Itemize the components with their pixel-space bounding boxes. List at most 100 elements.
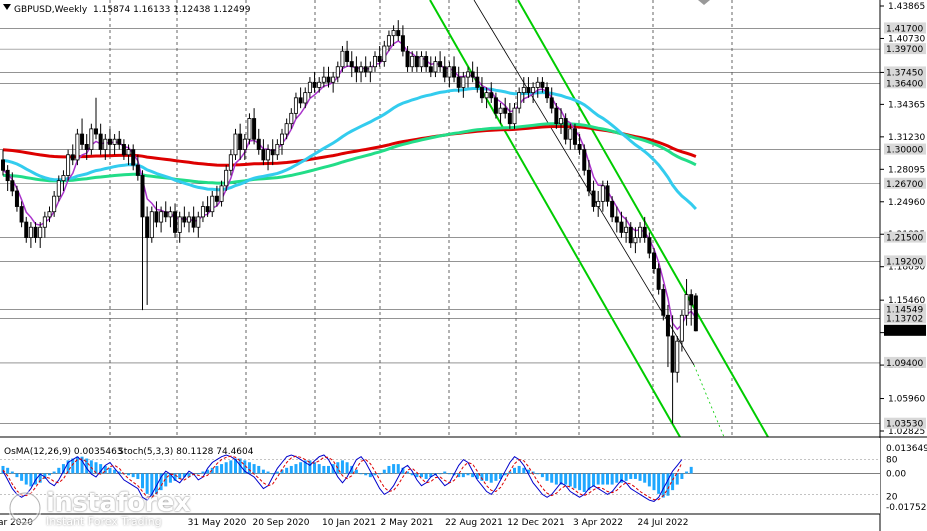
osma-bar [159, 473, 163, 491]
osma-bar [206, 469, 210, 474]
osma-bar [475, 473, 479, 479]
y-tick-label: 1.02825 [888, 427, 925, 437]
candle-body [284, 123, 289, 135]
candle-body [433, 61, 438, 73]
candle-body [321, 76, 326, 83]
osma-bar [275, 471, 279, 474]
candle-body [391, 30, 396, 37]
osma-bar [66, 460, 70, 474]
osma-bar [447, 473, 451, 475]
osma-bar [559, 473, 563, 485]
osma-bar [680, 473, 684, 479]
candle-body [228, 154, 233, 171]
stoch-tick-20: 20 [886, 492, 898, 502]
candle-body [526, 87, 531, 94]
candle-body [335, 66, 340, 78]
candle-body [368, 66, 373, 73]
candle-body [456, 76, 461, 88]
level-label: 1.21500 [886, 234, 923, 244]
candle-body [10, 180, 15, 192]
osma-bar [531, 471, 535, 474]
candle-body [586, 169, 591, 192]
candle-body [261, 149, 266, 161]
osma-bar [606, 473, 609, 485]
candle-body [126, 149, 131, 156]
osma-bar [582, 473, 586, 493]
osma-bar [396, 464, 400, 474]
candle-body [266, 149, 271, 161]
osma-bar [327, 465, 330, 474]
price-axis[interactable]: 1.43865 1.40730 1.37450 1.34365 1.31230 1.280… [879, 0, 926, 531]
osma-bar [429, 473, 433, 478]
osma-bar [261, 469, 265, 474]
candle-body [279, 133, 284, 145]
osma-bar [573, 473, 577, 489]
candle-body [205, 206, 210, 213]
x-tick-label: 3 Apr 2022 [573, 518, 623, 528]
osma-bar [187, 473, 191, 478]
osma-bar [438, 473, 442, 475]
ohlc-label: 1.15874 1.16133 1.12438 1.12499 [93, 5, 251, 15]
candle-body [600, 185, 605, 202]
candle-body [52, 195, 57, 213]
candle-body [438, 61, 443, 68]
candle-body [103, 138, 108, 150]
osma-bar [136, 473, 140, 479]
osma-bar [466, 473, 470, 476]
level-label-box [884, 255, 926, 267]
candle-body [452, 66, 457, 78]
osma-bar [545, 473, 549, 481]
osma-bar [596, 473, 600, 485]
candle-body [117, 138, 122, 145]
shift-marker-icon[interactable] [698, 0, 710, 5]
y-tick-label: 1.24960 [888, 198, 925, 208]
osma-bar [38, 473, 42, 483]
osma-bar [210, 467, 214, 474]
collapse-triangle-icon[interactable] [3, 4, 11, 10]
osma-bar [85, 458, 89, 474]
osma-bar [387, 465, 391, 474]
osma-tick-zero: 0.00 [886, 469, 906, 479]
osma-bar [685, 471, 689, 474]
osma-bar [280, 469, 284, 474]
candle-body [121, 144, 126, 156]
candle-body [619, 221, 624, 233]
osma-bar [536, 473, 540, 475]
candle-body [38, 226, 43, 239]
candle-body [559, 118, 564, 125]
candle-body [489, 92, 494, 99]
candle-body [210, 195, 215, 213]
candle-body [173, 211, 178, 233]
candle-body [633, 237, 638, 244]
candle-body [400, 35, 405, 52]
channel-upper-line [517, 0, 769, 438]
osma-bar [522, 467, 526, 474]
osma-bar [359, 473, 363, 475]
osma-bar [485, 473, 489, 481]
osma-bar [415, 473, 419, 478]
candle-body [428, 66, 433, 73]
candle-body [684, 294, 689, 316]
osma-bar [578, 473, 582, 491]
candle-body [112, 138, 117, 145]
x-tick-label: 12 Dec 2021 [507, 518, 565, 528]
time-axis[interactable]: 31 May 2020 20 Sep 2020 10 Jan 2021 2 May 2… [0, 518, 688, 528]
osma-bar [15, 473, 19, 478]
candle-body [154, 211, 159, 223]
candle-body [56, 180, 61, 197]
candle-body [512, 107, 517, 125]
candle-body [168, 211, 173, 218]
osma-bar [150, 473, 154, 496]
candle-body [614, 216, 619, 223]
main-pane[interactable]: GBPUSD,Weekly 1.15874 1.16133 1.12438 1.… [0, 0, 880, 514]
osma-bar [80, 456, 84, 474]
osma-bar [643, 473, 647, 483]
indicator-pane[interactable]: OsMA(12,26,9) 0.0035463 Stoch(5,3,3) 80.… [0, 438, 927, 514]
candle-body [66, 154, 71, 176]
candle-body [642, 226, 647, 239]
candle-body [591, 190, 596, 207]
candle-body [149, 211, 154, 239]
osma-bar [615, 473, 619, 483]
